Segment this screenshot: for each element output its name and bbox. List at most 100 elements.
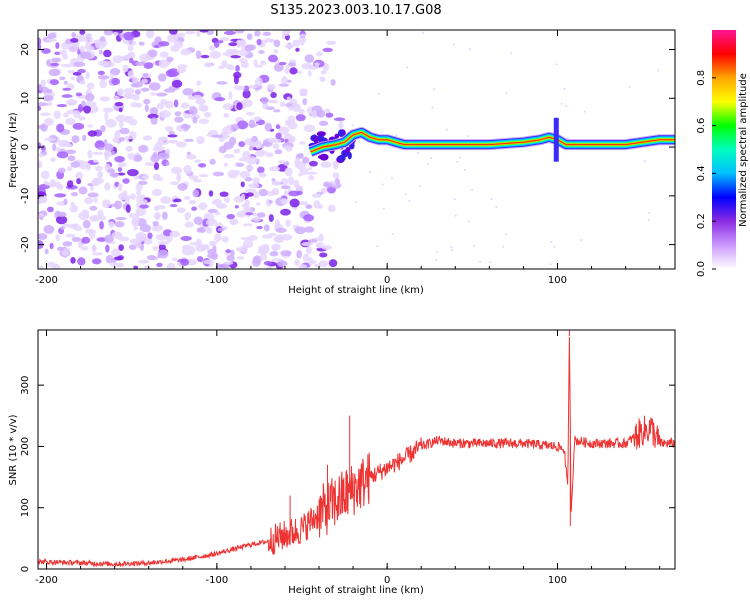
heatmap-cell xyxy=(139,204,149,209)
heatmap-cell xyxy=(298,37,307,43)
heatmap-cell xyxy=(307,70,312,77)
heatmap-cell xyxy=(318,120,329,127)
heatmap-cell xyxy=(139,199,148,205)
heatmap-cell xyxy=(138,144,149,153)
heatmap-cell xyxy=(289,67,298,75)
heatmap-cell xyxy=(69,204,78,213)
heatmap-cell xyxy=(72,71,82,76)
heatmap-cell xyxy=(286,96,291,101)
heatmap-noise-blobs xyxy=(38,30,660,269)
heatmap-cell xyxy=(253,59,258,67)
heatmap-cell xyxy=(144,104,149,113)
heatmap-cell xyxy=(123,136,134,140)
heatmap-y-ticks: -20 -10 0 10 20 xyxy=(20,43,675,253)
heatmap-cell xyxy=(104,143,114,152)
heatmap-cell xyxy=(467,220,470,223)
heatmap-cell xyxy=(435,259,438,262)
heatmap-cell xyxy=(127,169,139,177)
heatmap-cell xyxy=(288,135,296,144)
heatmap-cell xyxy=(252,216,261,222)
heatmap-cell xyxy=(110,248,121,258)
heatmap-cell xyxy=(75,92,83,97)
heatmap-cell xyxy=(184,212,192,219)
heatmap-cell xyxy=(39,112,51,116)
heatmap-cell xyxy=(275,227,287,233)
heatmap-frame xyxy=(37,29,676,270)
heatmap-cell xyxy=(271,258,283,262)
heatmap-cell xyxy=(254,77,263,87)
heatmap-cell xyxy=(173,40,184,49)
heatmap-cell xyxy=(256,166,265,174)
heatmap-cell xyxy=(377,92,380,95)
heatmap-cell xyxy=(118,107,123,113)
heatmap-cell xyxy=(56,104,68,108)
heatmap-cell xyxy=(117,172,126,176)
heatmap-cell xyxy=(299,33,307,38)
snr-y-ticks: 0 100 200 300 xyxy=(20,376,675,572)
heatmap-cell xyxy=(277,260,288,268)
heatmap-cell xyxy=(130,101,139,108)
heatmap-cell xyxy=(84,101,97,107)
heatmap-cell xyxy=(59,76,66,81)
colorbar-tick-label: 0.0 xyxy=(696,261,707,277)
heatmap-cell xyxy=(321,245,333,250)
heatmap-cell xyxy=(183,165,192,175)
heatmap-cell xyxy=(156,262,163,268)
heatmap-cell xyxy=(81,236,91,244)
heatmap-cell xyxy=(291,103,301,113)
heatmap-cell xyxy=(205,218,218,227)
heatmap-cell xyxy=(307,239,318,243)
heatmap-cell xyxy=(38,233,48,241)
heatmap-cell xyxy=(471,188,474,191)
heatmap-cell xyxy=(176,141,187,148)
heatmap-cell xyxy=(198,244,209,249)
heatmap-cell xyxy=(298,264,308,269)
heatmap-cell xyxy=(560,102,563,105)
heatmap-cell xyxy=(168,131,176,135)
heatmap-cell xyxy=(252,258,261,267)
heatmap-cell xyxy=(167,139,179,144)
heatmap-cell xyxy=(188,175,199,180)
heatmap-cell xyxy=(211,200,217,205)
heatmap-cell xyxy=(268,214,274,223)
heatmap-cell xyxy=(298,153,304,157)
heatmap-cell xyxy=(123,87,135,94)
heatmap-cell xyxy=(117,236,130,242)
heatmap-cell xyxy=(114,221,125,228)
heatmap-cell xyxy=(469,48,472,51)
heatmap-cell xyxy=(268,54,278,63)
heatmap-cell xyxy=(242,89,251,99)
heatmap-cell xyxy=(140,87,150,92)
heatmap-cell xyxy=(112,137,121,143)
heatmap-cell xyxy=(241,99,253,108)
heatmap-cell xyxy=(38,124,45,130)
heatmap-cell xyxy=(263,260,272,266)
heatmap-ridge-band-6 xyxy=(310,131,675,153)
heatmap-cell xyxy=(184,138,194,142)
heatmap-cell xyxy=(55,234,61,242)
heatmap-cell xyxy=(134,239,142,248)
heatmap-cell xyxy=(333,117,346,122)
heatmap-cell xyxy=(253,64,263,68)
heatmap-cell xyxy=(94,40,106,50)
heatmap-cell xyxy=(308,160,318,167)
heatmap-cell xyxy=(324,108,331,114)
heatmap-cell xyxy=(56,123,65,133)
heatmap-cell xyxy=(171,79,183,88)
heatmap-cell xyxy=(61,249,70,256)
heatmap-cell xyxy=(111,231,123,239)
heatmap-cell xyxy=(62,112,69,118)
heatmap-cell xyxy=(238,49,249,57)
heatmap-cell xyxy=(196,256,204,263)
heatmap-cell xyxy=(643,160,646,163)
heatmap-cell xyxy=(258,172,267,178)
heatmap-cell xyxy=(38,195,47,204)
heatmap-cell xyxy=(203,226,211,230)
heatmap-cell xyxy=(550,240,553,243)
heatmap-cell xyxy=(408,200,411,203)
heatmap-cell xyxy=(148,82,161,91)
heatmap-cell xyxy=(143,62,154,69)
heatmap-cell xyxy=(128,57,134,64)
heatmap-cell xyxy=(265,152,274,158)
heatmap-cell xyxy=(323,182,334,188)
